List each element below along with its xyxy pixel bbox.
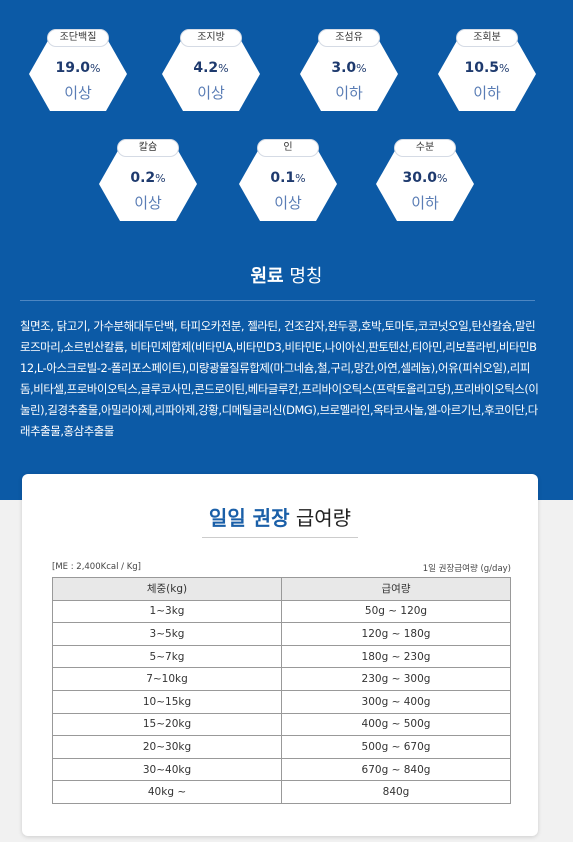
- table-row: 1~3kg 50g ~ 120g: [52, 599, 511, 624]
- divider: [202, 537, 358, 538]
- ingredients-text: 칠면조, 닭고기, 가수분해대두단백, 타피오카전분, 젤라틴, 건조감자,완두…: [20, 319, 539, 438]
- nutrient-qualifier: 이하: [335, 84, 363, 102]
- nutrient-label: 수분: [394, 139, 456, 157]
- title-bold: 원료: [250, 266, 284, 287]
- table-cell: 400g ~ 500g: [281, 712, 511, 737]
- nutrient-label: 조단백질: [47, 29, 109, 47]
- nutrient-hexagon: 수분 30.0% 이하: [375, 139, 475, 222]
- note-left: [ME : 2,400Kcal / Kg]: [52, 562, 141, 572]
- table-cell: 3~5kg: [52, 622, 282, 646]
- nutrient-hexagon: 조회분 10.5% 이하: [437, 29, 537, 112]
- value-number: 30.0: [402, 170, 438, 186]
- table-cell: 120g ~ 180g: [281, 622, 511, 646]
- table-cell: 50g ~ 120g: [281, 599, 511, 624]
- nutrient-qualifier: 이하: [411, 194, 439, 212]
- header-cell: 체중(kg): [52, 577, 282, 601]
- nutrient-hexagon: 칼슘 0.2% 이상: [98, 139, 198, 222]
- value-number: 3.0: [331, 60, 357, 76]
- hexagon-shape: [438, 37, 536, 111]
- table-row: 30~40kg 670g ~ 840g: [52, 757, 511, 782]
- nutrient-value: 30.0%: [375, 170, 475, 186]
- feeding-card: 일일 권장 급여량 [ME : 2,400Kcal / Kg] 1일 권장급여량…: [22, 474, 538, 836]
- table-cell: 300g ~ 400g: [281, 689, 511, 714]
- ingredients-title: 원료 명칭: [0, 262, 573, 288]
- nutrient-hexagon: 조지방 4.2% 이상: [161, 29, 261, 112]
- value-unit: %: [90, 62, 101, 75]
- nutrient-value: 10.5%: [437, 60, 537, 76]
- value-number: 0.1: [270, 170, 296, 186]
- nutrient-label: 조지방: [180, 29, 242, 47]
- nutrient-value: 4.2%: [161, 60, 261, 76]
- hexagon-shape: [300, 37, 398, 111]
- nutrient-qualifier: 이상: [134, 194, 162, 212]
- value-unit: %: [499, 62, 510, 75]
- table-cell: 5~7kg: [52, 644, 282, 669]
- title-bold: 일일 권장: [208, 506, 290, 530]
- hexagon-shape: [99, 147, 197, 221]
- table-cell: 670g ~ 840g: [281, 757, 511, 782]
- nutrient-value: 0.1%: [238, 170, 338, 186]
- nutrient-qualifier: 이하: [473, 84, 501, 102]
- nutrient-label: 칼슘: [117, 139, 179, 157]
- nutrient-qualifier: 이상: [197, 84, 225, 102]
- nutrient-label: 인: [257, 139, 319, 157]
- title-rest: 급여량: [295, 506, 352, 530]
- nutrient-qualifier: 이상: [274, 194, 302, 212]
- table-cell: 1~3kg: [52, 599, 282, 624]
- value-number: 4.2: [193, 60, 219, 76]
- value-unit: %: [155, 172, 166, 185]
- nutrient-qualifier: 이상: [64, 84, 92, 102]
- table-cell: 10~15kg: [52, 689, 282, 714]
- table-row: 10~15kg 300g ~ 400g: [52, 689, 511, 714]
- header-row: 체중(kg) 급여량: [52, 577, 511, 601]
- table-row: 15~20kg 400g ~ 500g: [52, 712, 511, 737]
- header-cell: 급여량: [281, 577, 511, 601]
- table-cell: 180g ~ 230g: [281, 644, 511, 669]
- nutrient-label: 조섬유: [318, 29, 380, 47]
- table-cell: 15~20kg: [52, 712, 282, 737]
- divider: [20, 300, 535, 301]
- value-unit: %: [356, 62, 367, 75]
- hexagon-shape: [29, 37, 127, 111]
- value-unit: %: [437, 172, 448, 185]
- hexagon-shape: [376, 147, 474, 221]
- note-right: 1일 권장급여량 (g/day): [422, 564, 511, 574]
- value-number: 10.5: [464, 60, 500, 76]
- nutrient-hexagon: 조섬유 3.0% 이하: [299, 29, 399, 112]
- nutrient-hexagon: 조단백질 19.0% 이상: [28, 29, 128, 112]
- nutrient-value: 3.0%: [299, 60, 399, 76]
- nutrient-value: 19.0%: [28, 60, 128, 76]
- table-cell: 230g ~ 300g: [281, 667, 511, 691]
- table-row: 5~7kg 180g ~ 230g: [52, 644, 511, 669]
- table-cell: 40kg ~: [52, 780, 282, 804]
- value-unit: %: [218, 62, 229, 75]
- table-row: 20~30kg 500g ~ 670g: [52, 735, 511, 759]
- table-row: 40kg ~840g: [52, 780, 511, 804]
- nutrient-value: 0.2%: [98, 170, 198, 186]
- hexagon-shape: [239, 147, 337, 221]
- value-unit: %: [295, 172, 306, 185]
- table-row: 3~5kg 120g ~ 180g: [52, 622, 511, 646]
- table-row: 7~10kg 230g ~ 300g: [52, 667, 511, 691]
- nutrient-hexagon: 인 0.1% 이상: [238, 139, 338, 222]
- title-rest: 명칭: [289, 266, 323, 287]
- table-cell: 30~40kg: [52, 757, 282, 782]
- table-cell: 840g: [281, 780, 511, 804]
- table-cell: 20~30kg: [52, 735, 282, 759]
- feeding-title: 일일 권장 급여량: [22, 502, 538, 531]
- nutrient-label: 조회분: [456, 29, 518, 47]
- table-cell: 7~10kg: [52, 667, 282, 691]
- value-number: 0.2: [130, 170, 156, 186]
- feeding-table: 체중(kg) 급여량 1~3kg 50g ~ 120g 3~5kg 120g ~ 180g…: [52, 577, 511, 804]
- hexagon-shape: [162, 37, 260, 111]
- table-cell: 500g ~ 670g: [281, 735, 511, 759]
- value-number: 19.0: [55, 60, 91, 76]
